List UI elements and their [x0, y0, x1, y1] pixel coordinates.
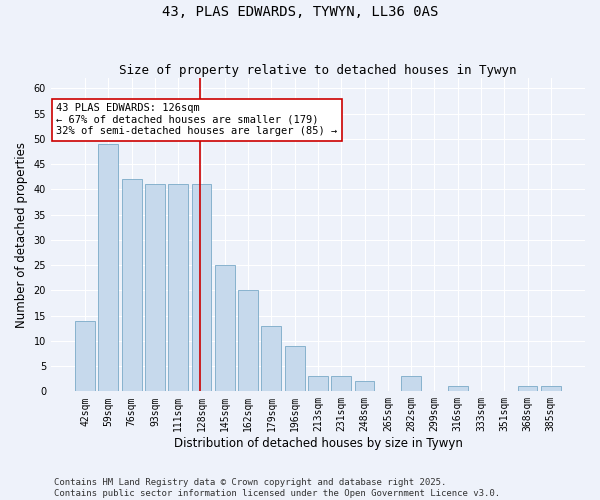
- Bar: [331, 376, 351, 392]
- Text: 43, PLAS EDWARDS, TYWYN, LL36 0AS: 43, PLAS EDWARDS, TYWYN, LL36 0AS: [162, 5, 438, 19]
- Bar: [541, 386, 561, 392]
- Bar: [401, 376, 421, 392]
- Bar: [215, 265, 235, 392]
- Bar: [98, 144, 118, 392]
- Text: Contains HM Land Registry data © Crown copyright and database right 2025.
Contai: Contains HM Land Registry data © Crown c…: [54, 478, 500, 498]
- Title: Size of property relative to detached houses in Tywyn: Size of property relative to detached ho…: [119, 64, 517, 77]
- Text: 43 PLAS EDWARDS: 126sqm
← 67% of detached houses are smaller (179)
32% of semi-d: 43 PLAS EDWARDS: 126sqm ← 67% of detache…: [56, 103, 338, 136]
- Bar: [145, 184, 165, 392]
- Y-axis label: Number of detached properties: Number of detached properties: [15, 142, 28, 328]
- X-axis label: Distribution of detached houses by size in Tywyn: Distribution of detached houses by size …: [173, 437, 463, 450]
- Bar: [262, 326, 281, 392]
- Bar: [122, 179, 142, 392]
- Bar: [191, 184, 211, 392]
- Bar: [308, 376, 328, 392]
- Bar: [238, 290, 258, 392]
- Bar: [285, 346, 305, 392]
- Bar: [518, 386, 538, 392]
- Bar: [448, 386, 467, 392]
- Bar: [75, 320, 95, 392]
- Bar: [169, 184, 188, 392]
- Bar: [355, 381, 374, 392]
